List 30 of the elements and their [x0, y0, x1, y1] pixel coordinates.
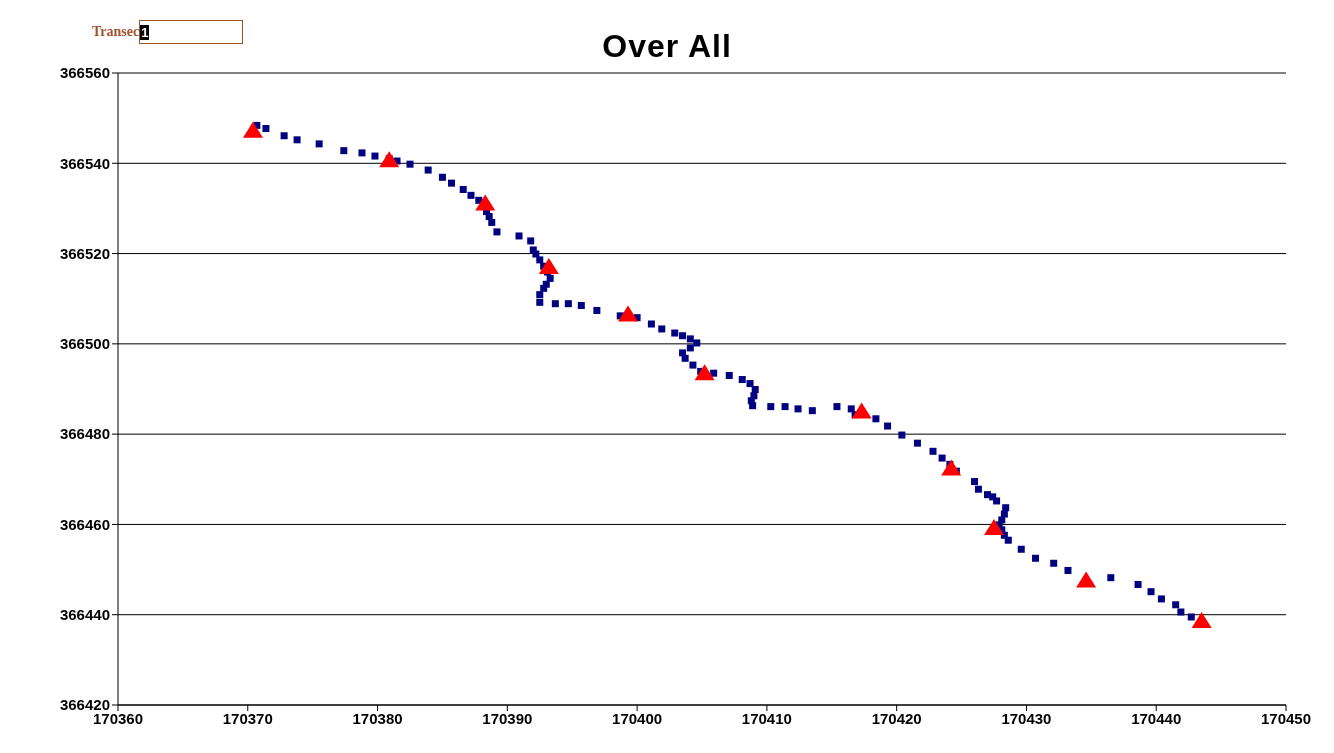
y-tick-label: 366480	[59, 425, 110, 443]
point	[694, 364, 715, 381]
x-tick-label: 170440	[1131, 709, 1182, 727]
point	[851, 402, 872, 419]
x-tick-label: 170380	[352, 709, 403, 727]
x-tick-label: 170420	[871, 709, 922, 727]
point	[475, 194, 496, 211]
y-tick-label: 366540	[59, 154, 110, 172]
point	[618, 305, 639, 322]
point	[242, 121, 263, 138]
y-tick-label: 366460	[59, 515, 110, 533]
x-tick-label: 170400	[612, 709, 663, 727]
y-tick-label: 366500	[59, 335, 110, 353]
y-tick-label: 366440	[59, 606, 110, 624]
x-tick-label: 170410	[741, 709, 792, 727]
y-tick-label: 366560	[59, 64, 110, 82]
point	[538, 258, 559, 275]
point	[379, 151, 400, 168]
x-tick-label: 170450	[1260, 709, 1312, 727]
x-tick-label: 170390	[482, 709, 533, 727]
point	[1191, 612, 1212, 629]
y-tick-label: 366520	[59, 244, 110, 262]
text: Transec	[92, 24, 140, 40]
x-tick-label: 170430	[1001, 709, 1052, 727]
text-field: 1	[139, 20, 244, 44]
x-tick-label: 170370	[222, 709, 273, 727]
point	[984, 519, 1004, 536]
point	[1076, 571, 1097, 588]
point	[941, 459, 962, 476]
chart-title: Over All	[602, 28, 732, 64]
